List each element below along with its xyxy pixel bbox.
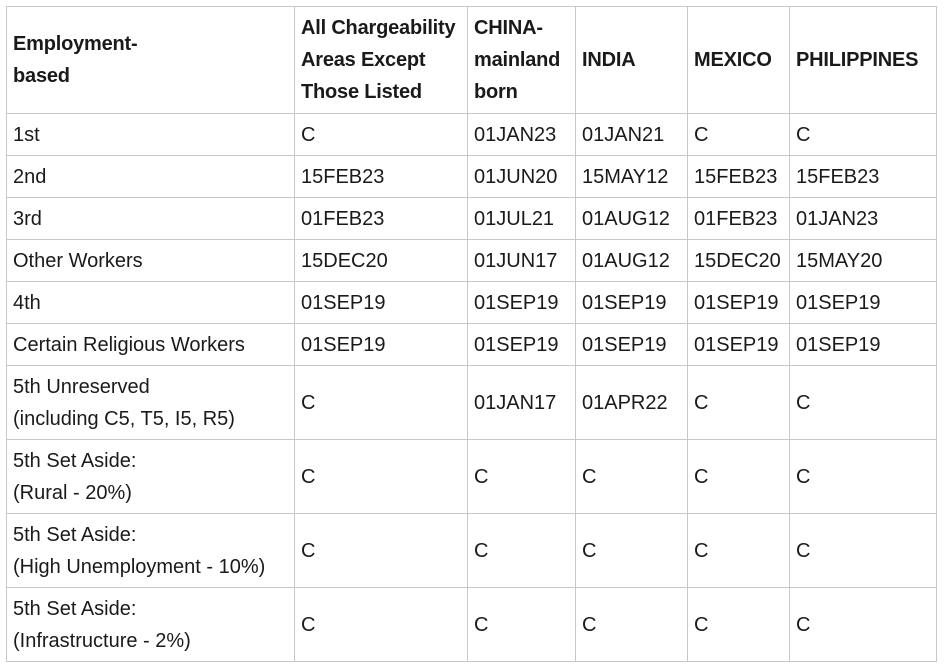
table-header-row: Employment- based All Chargeability Area…: [6, 6, 937, 114]
cell-philippines: C: [789, 113, 937, 156]
visa-bulletin-table: Employment- based All Chargeability Area…: [6, 6, 937, 662]
row-category-label: Other Workers: [13, 249, 143, 272]
row-category-cell: 5th Set Aside: (Rural - 20%): [6, 439, 295, 514]
cell-all-chargeability: 15DEC20: [294, 239, 468, 282]
row-category-label: (including C5, T5, I5, R5): [13, 407, 235, 430]
cell-mexico: C: [687, 513, 790, 588]
table-row: 3rd 01FEB23 01JUL21 01AUG12 01FEB23 01JAN23: [6, 197, 937, 240]
cell-mexico: C: [687, 439, 790, 514]
row-category-cell: Other Workers: [6, 239, 295, 282]
cell-all-chargeability: C: [294, 513, 468, 588]
cell-india: 01JAN21: [575, 113, 688, 156]
cell-mexico: C: [687, 365, 790, 440]
row-category-label: 5th Set Aside:: [13, 523, 137, 546]
cell-india: 01SEP19: [575, 323, 688, 366]
cell-china: 01JUN20: [467, 155, 576, 198]
table-row: 5th Set Aside: (High Unemployment - 10%) C…: [6, 513, 937, 588]
cell-mexico: C: [687, 587, 790, 662]
cell-china: C: [467, 439, 576, 514]
header-india: INDIA: [575, 6, 688, 114]
row-category-label: 2nd: [13, 165, 47, 188]
cell-all-chargeability: C: [294, 587, 468, 662]
cell-mexico: C: [687, 113, 790, 156]
row-category-label: (Infrastructure - 2%): [13, 629, 191, 652]
cell-philippines: 01SEP19: [789, 281, 937, 324]
visa-bulletin-table-container: Employment- based All Chargeability Area…: [6, 6, 937, 662]
header-employment-based: Employment- based: [6, 6, 295, 114]
cell-india: C: [575, 439, 688, 514]
cell-philippines: C: [789, 365, 937, 440]
table-row: Other Workers 15DEC20 01JUN17 01AUG12 15DEC2…: [6, 239, 937, 282]
row-category-label: 5th Unreserved: [13, 375, 150, 398]
row-category-cell: 3rd: [6, 197, 295, 240]
cell-philippines: C: [789, 439, 937, 514]
cell-mexico: 15FEB23: [687, 155, 790, 198]
cell-all-chargeability: 01SEP19: [294, 281, 468, 324]
row-category-label: (High Unemployment - 10%): [13, 555, 266, 578]
row-category-label: Certain Religious Workers: [13, 333, 245, 356]
cell-india: 15MAY12: [575, 155, 688, 198]
cell-all-chargeability: C: [294, 439, 468, 514]
cell-china: 01JUN17: [467, 239, 576, 282]
cell-philippines: 01SEP19: [789, 323, 937, 366]
table-row: 5th Set Aside: (Rural - 20%) C C C C C: [6, 439, 937, 514]
table-row: 2nd 15FEB23 01JUN20 15MAY12 15FEB23 15FEB23: [6, 155, 937, 198]
cell-philippines: C: [789, 513, 937, 588]
cell-china: 01JAN23: [467, 113, 576, 156]
cell-all-chargeability: C: [294, 113, 468, 156]
cell-all-chargeability: C: [294, 365, 468, 440]
row-category-label: 5th Set Aside:: [13, 449, 137, 472]
cell-philippines: 15MAY20: [789, 239, 937, 282]
table-row: 5th Set Aside: (Infrastructure - 2%) C C C C C: [6, 587, 937, 662]
cell-china: 01SEP19: [467, 323, 576, 366]
cell-all-chargeability: 01SEP19: [294, 323, 468, 366]
cell-india: C: [575, 513, 688, 588]
cell-india: 01APR22: [575, 365, 688, 440]
header-china: CHINA- mainland born: [467, 6, 576, 114]
row-category-label: 4th: [13, 291, 41, 314]
row-category-cell: 4th: [6, 281, 295, 324]
cell-all-chargeability: 15FEB23: [294, 155, 468, 198]
header-mexico: MEXICO: [687, 6, 790, 114]
table-row: 5th Unreserved (including C5, T5, I5, R5)…: [6, 365, 937, 440]
cell-philippines: 15FEB23: [789, 155, 937, 198]
cell-china: 01JAN17: [467, 365, 576, 440]
row-category-cell: 2nd: [6, 155, 295, 198]
cell-mexico: 01FEB23: [687, 197, 790, 240]
cell-all-chargeability: 01FEB23: [294, 197, 468, 240]
row-category-cell: Certain Religious Workers: [6, 323, 295, 366]
cell-india: 01AUG12: [575, 197, 688, 240]
row-category-label: (Rural - 20%): [13, 481, 132, 504]
cell-philippines: 01JAN23: [789, 197, 937, 240]
row-category-cell: 5th Set Aside: (High Unemployment - 10%): [6, 513, 295, 588]
cell-china: 01SEP19: [467, 281, 576, 324]
header-all-chargeability: All Chargeability Areas Except Those Lis…: [294, 6, 468, 114]
table-row: Certain Religious Workers 01SEP19 01SEP19 0…: [6, 323, 937, 366]
cell-mexico: 01SEP19: [687, 281, 790, 324]
table-row: 4th 01SEP19 01SEP19 01SEP19 01SEP19 01SEP19: [6, 281, 937, 324]
header-philippines: PHILIPPINES: [789, 6, 937, 114]
cell-china: C: [467, 587, 576, 662]
row-category-cell: 5th Set Aside: (Infrastructure - 2%): [6, 587, 295, 662]
cell-mexico: 15DEC20: [687, 239, 790, 282]
cell-india: 01AUG12: [575, 239, 688, 282]
cell-china: 01JUL21: [467, 197, 576, 240]
row-category-label: 3rd: [13, 207, 42, 230]
cell-mexico: 01SEP19: [687, 323, 790, 366]
row-category-cell: 1st: [6, 113, 295, 156]
cell-philippines: C: [789, 587, 937, 662]
cell-china: C: [467, 513, 576, 588]
row-category-label: 5th Set Aside:: [13, 597, 137, 620]
cell-india: 01SEP19: [575, 281, 688, 324]
row-category-label: 1st: [13, 123, 40, 146]
cell-india: C: [575, 587, 688, 662]
table-body: 1st C 01JAN23 01JAN21 C C 2nd 15FEB23 01JUN20 15M…: [6, 113, 937, 662]
table-row: 1st C 01JAN23 01JAN21 C C: [6, 113, 937, 156]
row-category-cell: 5th Unreserved (including C5, T5, I5, R5): [6, 365, 295, 440]
